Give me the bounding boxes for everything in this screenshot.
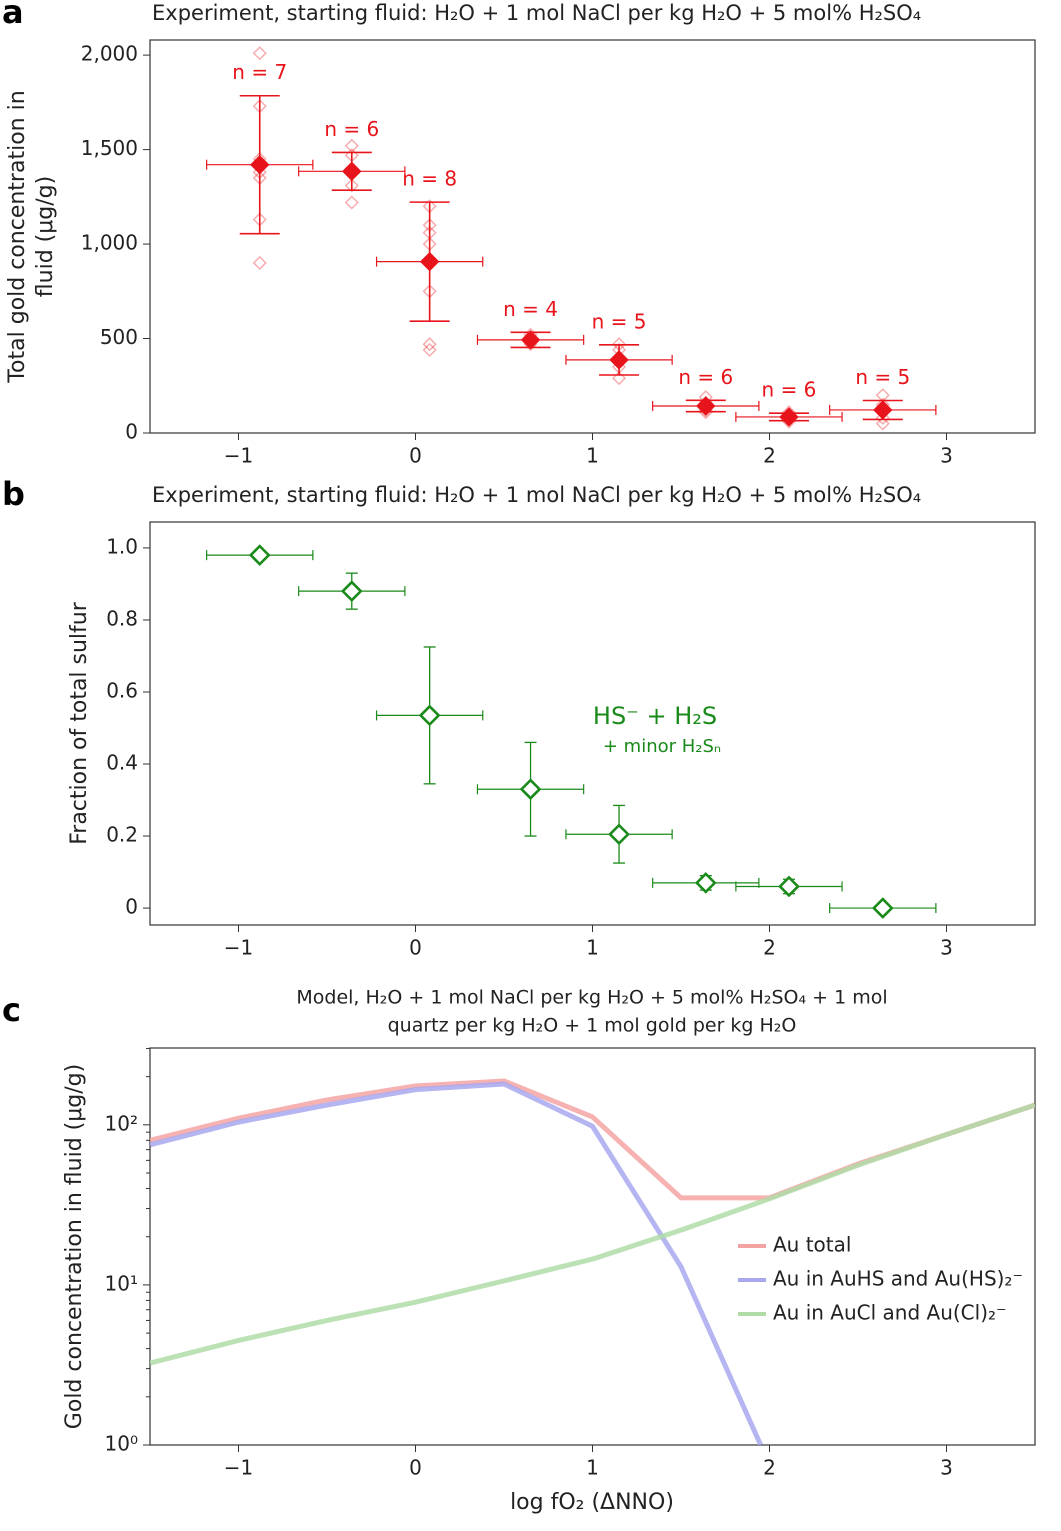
x-tick-label: 2 [763, 936, 776, 960]
y-tick-label: 10⁰ [105, 1432, 138, 1456]
data-point [873, 400, 893, 420]
panel-label: b [2, 475, 25, 513]
legend-label: Au total [773, 1233, 851, 1257]
y-tick-label: 1.0 [106, 534, 138, 558]
legend-label: Au in AuHS and Au(HS)₂⁻ [773, 1267, 1023, 1291]
annotation: + minor H₂Sₙ [603, 736, 721, 757]
data-point [871, 897, 894, 919]
point-label: n = 5 [855, 365, 910, 389]
y-tick-label: 1,000 [81, 231, 138, 255]
point-label: n = 6 [324, 117, 379, 141]
chart-title: quartz per kg H₂O + 1 mol gold per kg H₂… [388, 1015, 797, 1037]
replicate-point [252, 46, 267, 61]
replicate-point [344, 195, 359, 210]
y-tick-label: 10¹ [105, 1271, 138, 1295]
x-tick-label: 1 [586, 936, 599, 960]
data-point [342, 161, 362, 182]
x-tick-label: −1 [224, 444, 253, 468]
y-axis-label: Total gold concentration in [5, 90, 30, 383]
x-axis-label: log fO₂ (ΔNNO) [510, 1490, 674, 1515]
replicate-point [611, 371, 627, 386]
replicate-point [422, 342, 437, 357]
x-tick-label: 0 [409, 936, 422, 960]
panel-label: c [2, 991, 21, 1029]
chart-title: Experiment, starting fluid: H₂O + 1 mol … [152, 1, 921, 25]
data-point [779, 407, 799, 427]
replicate-point [875, 416, 890, 431]
data-point [340, 580, 363, 602]
replicate-point [875, 410, 890, 425]
x-tick-label: 1 [586, 444, 599, 468]
x-tick-label: −1 [224, 1456, 253, 1480]
series-line [150, 1078, 1035, 1201]
data-point [519, 778, 542, 801]
y-tick-label: 0.2 [106, 823, 138, 847]
point-label: n = 4 [503, 297, 558, 321]
point-label: n = 7 [232, 60, 287, 84]
x-tick-label: 1 [586, 1456, 599, 1480]
y-tick-label: 10² [105, 1111, 138, 1135]
y-tick-label: 0.6 [106, 678, 138, 702]
y-tick-label: 2,000 [81, 42, 138, 66]
legend-label: Au in AuCl and Au(Cl)₂⁻ [773, 1301, 1007, 1325]
x-tick-label: 0 [409, 1456, 422, 1480]
data-point [608, 823, 630, 846]
chart-title: Model, H₂O + 1 mol NaCl per kg H₂O + 5 m… [296, 987, 887, 1009]
x-tick-label: 2 [763, 1456, 776, 1480]
x-tick-label: 3 [940, 1456, 953, 1480]
y-tick-label: 500 [100, 325, 138, 349]
x-tick-label: 0 [409, 444, 422, 468]
chart-title: Experiment, starting fluid: H₂O + 1 mol … [152, 483, 921, 507]
series-line [150, 1102, 1035, 1366]
data-point [520, 330, 541, 350]
data-point [609, 350, 629, 370]
annotation: HS⁻ + H₂S [593, 702, 717, 730]
point-label: n = 5 [592, 309, 647, 333]
replicate-point [252, 255, 267, 271]
x-tick-label: 3 [940, 936, 953, 960]
data-point [250, 154, 270, 175]
data-point [778, 875, 800, 898]
data-point [418, 704, 441, 727]
y-tick-label: 1,500 [81, 136, 138, 160]
data-point [694, 872, 717, 894]
replicate-point [422, 337, 437, 352]
y-tick-label: 0.4 [106, 751, 138, 775]
x-tick-label: 2 [763, 444, 776, 468]
point-label: n = 6 [762, 378, 817, 402]
x-tick-label: −1 [224, 936, 253, 960]
y-axis-label: Fraction of total sulfur [67, 601, 92, 845]
y-axis-label: Gold concentration in fluid (μg/g) [62, 1064, 87, 1429]
point-label: n = 6 [678, 365, 733, 389]
y-tick-label: 0 [125, 895, 138, 919]
y-tick-label: 0 [125, 420, 138, 444]
x-tick-label: 3 [940, 444, 953, 468]
point-label: n = 8 [402, 167, 457, 191]
panel-label: a [2, 0, 24, 31]
data-point [419, 251, 440, 272]
data-point [248, 544, 271, 566]
replicate-point [344, 178, 359, 193]
data-point [696, 396, 716, 416]
y-tick-label: 0.8 [106, 606, 138, 630]
y-axis-label: fluid (μg/g) [33, 176, 58, 297]
lines [150, 1078, 1035, 1445]
series-line [150, 1081, 763, 1445]
